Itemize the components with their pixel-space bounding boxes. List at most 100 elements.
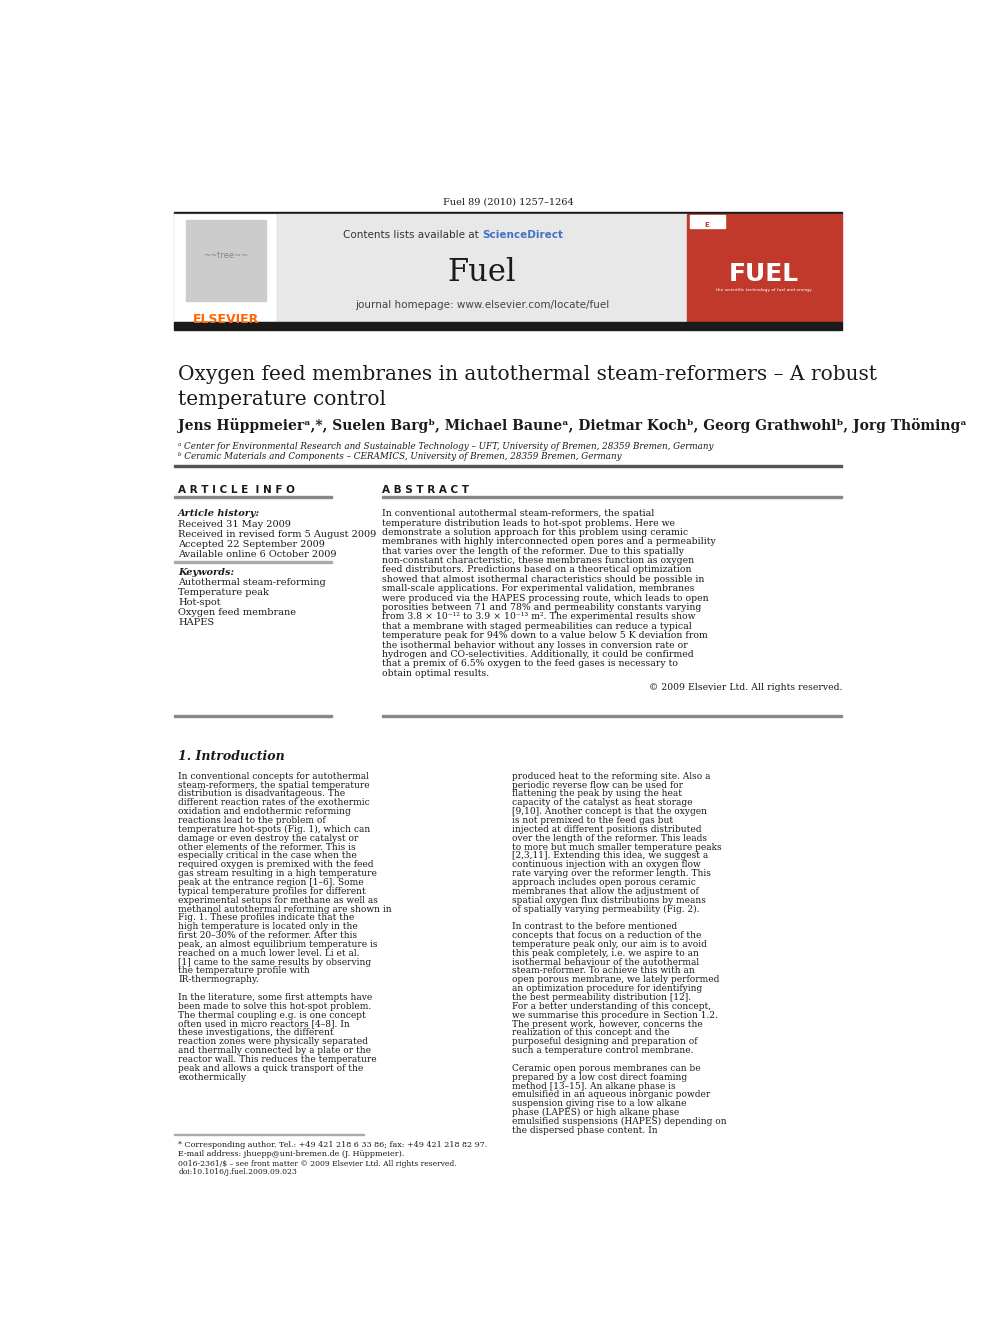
Text: we summarise this procedure in Section 1.2.: we summarise this procedure in Section 1… xyxy=(512,1011,717,1020)
Text: FUEL: FUEL xyxy=(729,262,800,286)
Text: Fuel: Fuel xyxy=(447,257,517,288)
Text: capacity of the catalyst as heat storage: capacity of the catalyst as heat storage xyxy=(512,798,692,807)
Text: Contents lists available at: Contents lists available at xyxy=(343,230,482,239)
Text: Fig. 1. These profiles indicate that the: Fig. 1. These profiles indicate that the xyxy=(179,913,354,922)
Text: Fuel 89 (2010) 1257–1264: Fuel 89 (2010) 1257–1264 xyxy=(443,197,573,206)
Text: required oxygen is premixed with the feed: required oxygen is premixed with the fee… xyxy=(179,860,374,869)
Bar xyxy=(175,1134,364,1135)
Text: Received in revised form 5 August 2009: Received in revised form 5 August 2009 xyxy=(179,531,377,538)
Text: journal homepage: www.elsevier.com/locate/fuel: journal homepage: www.elsevier.com/locat… xyxy=(355,300,609,310)
Text: especially critical in the case when the: especially critical in the case when the xyxy=(179,852,357,860)
Text: method [13–15]. An alkane phase is: method [13–15]. An alkane phase is xyxy=(512,1082,676,1090)
Text: In conventional concepts for autothermal: In conventional concepts for autothermal xyxy=(179,771,369,781)
Text: often used in micro reactors [4–8]. In: often used in micro reactors [4–8]. In xyxy=(179,1020,350,1028)
Text: to more but much smaller temperature peaks: to more but much smaller temperature pea… xyxy=(512,843,721,852)
Bar xyxy=(382,716,842,717)
Text: emulsified suspensions (HAPES) depending on: emulsified suspensions (HAPES) depending… xyxy=(512,1117,726,1126)
Text: open porous membrane, we lately performed: open porous membrane, we lately performe… xyxy=(512,975,719,984)
Text: 0016-2361/$ – see front matter © 2009 Elsevier Ltd. All rights reserved.: 0016-2361/$ – see front matter © 2009 El… xyxy=(179,1160,457,1168)
Text: different reaction rates of the exothermic: different reaction rates of the exotherm… xyxy=(179,798,370,807)
Text: the temperature profile with: the temperature profile with xyxy=(179,967,310,975)
Bar xyxy=(175,214,278,321)
Text: [1] came to the same results by observing: [1] came to the same results by observin… xyxy=(179,958,371,967)
Text: other elements of the reformer. This is: other elements of the reformer. This is xyxy=(179,843,356,852)
Text: [2,3,11]. Extending this idea, we suggest a: [2,3,11]. Extending this idea, we sugges… xyxy=(512,852,707,860)
Bar xyxy=(382,496,842,497)
Text: were produced via the HAPES processing route, which leads to open: were produced via the HAPES processing r… xyxy=(382,594,708,603)
Text: these investigations, the different: these investigations, the different xyxy=(179,1028,334,1037)
Text: The present work, however, concerns the: The present work, however, concerns the xyxy=(512,1020,702,1028)
Text: flattening the peak by using the heat: flattening the peak by using the heat xyxy=(512,790,682,798)
Text: small-scale applications. For experimental validation, membranes: small-scale applications. For experiment… xyxy=(382,585,694,593)
Text: experimental setups for methane as well as: experimental setups for methane as well … xyxy=(179,896,378,905)
Text: E-mail address: jhuepp@uni-bremen.de (J. Hüppmeier).: E-mail address: jhuepp@uni-bremen.de (J.… xyxy=(179,1150,405,1158)
Text: temperature control: temperature control xyxy=(179,390,386,409)
Text: Oxygen feed membrane: Oxygen feed membrane xyxy=(179,607,297,617)
Text: A B S T R A C T: A B S T R A C T xyxy=(382,486,469,495)
Text: In the literature, some first attempts have: In the literature, some first attempts h… xyxy=(179,994,373,1002)
Text: ~~tree~~: ~~tree~~ xyxy=(203,250,248,259)
Bar xyxy=(175,716,331,717)
Bar xyxy=(689,214,724,228)
Text: injected at different positions distributed: injected at different positions distribu… xyxy=(512,824,701,833)
Text: 1. Introduction: 1. Introduction xyxy=(179,750,285,763)
Text: E: E xyxy=(704,222,709,228)
Text: membranes that allow the adjustment of: membranes that allow the adjustment of xyxy=(512,886,698,896)
Text: reactions lead to the problem of: reactions lead to the problem of xyxy=(179,816,326,826)
Text: ScienceDirect: ScienceDirect xyxy=(482,230,563,239)
Text: [9,10]. Another concept is that the oxygen: [9,10]. Another concept is that the oxyg… xyxy=(512,807,706,816)
Bar xyxy=(175,466,842,467)
Text: obtain optimal results.: obtain optimal results. xyxy=(382,669,489,677)
Text: showed that almost isothermal characteristics should be possible in: showed that almost isothermal characteri… xyxy=(382,576,704,583)
Text: peak and allows a quick transport of the: peak and allows a quick transport of the xyxy=(179,1064,363,1073)
Text: approach includes open porous ceramic: approach includes open porous ceramic xyxy=(512,878,695,886)
Text: phase (LAPES) or high alkane phase: phase (LAPES) or high alkane phase xyxy=(512,1109,679,1118)
Text: that varies over the length of the reformer. Due to this spatially: that varies over the length of the refor… xyxy=(382,546,684,556)
Bar xyxy=(175,321,842,329)
Text: is not premixed to the feed gas but: is not premixed to the feed gas but xyxy=(512,816,673,826)
Text: ᵇ Ceramic Materials and Components – CERAMICS, University of Bremen, 28359 Breme: ᵇ Ceramic Materials and Components – CER… xyxy=(179,452,622,462)
Text: demonstrate a solution approach for this problem using ceramic: demonstrate a solution approach for this… xyxy=(382,528,688,537)
Bar xyxy=(175,561,331,564)
Text: from 3.8 × 10⁻¹² to 3.9 × 10⁻¹³ m². The experimental results show: from 3.8 × 10⁻¹² to 3.9 × 10⁻¹³ m². The … xyxy=(382,613,695,622)
Text: produced heat to the reforming site. Also a: produced heat to the reforming site. Als… xyxy=(512,771,710,781)
Text: Ceramic open porous membranes can be: Ceramic open porous membranes can be xyxy=(512,1064,700,1073)
Text: continuous injection with an oxygen flow: continuous injection with an oxygen flow xyxy=(512,860,700,869)
Text: For a better understanding of this concept,: For a better understanding of this conce… xyxy=(512,1002,710,1011)
Text: reaction zones were physically separated: reaction zones were physically separated xyxy=(179,1037,368,1046)
Text: gas stream resulting in a high temperature: gas stream resulting in a high temperatu… xyxy=(179,869,377,878)
Text: prepared by a low cost direct foaming: prepared by a low cost direct foaming xyxy=(512,1073,686,1082)
Text: Hot-spot: Hot-spot xyxy=(179,598,221,607)
Text: peak at the entrance region [1–6]. Some: peak at the entrance region [1–6]. Some xyxy=(179,878,364,886)
Text: damage or even destroy the catalyst or: damage or even destroy the catalyst or xyxy=(179,833,359,843)
Text: rate varying over the reformer length. This: rate varying over the reformer length. T… xyxy=(512,869,710,878)
Text: feed distributors. Predictions based on a theoretical optimization: feed distributors. Predictions based on … xyxy=(382,565,691,574)
Text: exothermically: exothermically xyxy=(179,1073,246,1082)
Text: an optimization procedure for identifying: an optimization procedure for identifyin… xyxy=(512,984,701,994)
Text: Autothermal steam-reforming: Autothermal steam-reforming xyxy=(179,578,326,586)
Text: the dispersed phase content. In: the dispersed phase content. In xyxy=(512,1126,657,1135)
Text: Received 31 May 2009: Received 31 May 2009 xyxy=(179,520,291,529)
Text: porosities between 71 and 78% and permeability constants varying: porosities between 71 and 78% and permea… xyxy=(382,603,701,613)
Text: steam-reformers, the spatial temperature: steam-reformers, the spatial temperature xyxy=(179,781,370,790)
Text: of spatially varying permeability (Fig. 2).: of spatially varying permeability (Fig. … xyxy=(512,905,699,914)
Text: first 20–30% of the reformer. After this: first 20–30% of the reformer. After this xyxy=(179,931,357,941)
Text: reached on a much lower level. Li et al.: reached on a much lower level. Li et al. xyxy=(179,949,360,958)
Text: and thermally connected by a plate or the: and thermally connected by a plate or th… xyxy=(179,1046,371,1056)
Text: Keywords:: Keywords: xyxy=(179,568,234,577)
Text: temperature peak for 94% down to a value below 5 K deviation from: temperature peak for 94% down to a value… xyxy=(382,631,708,640)
Text: isothermal behaviour of the autothermal: isothermal behaviour of the autothermal xyxy=(512,958,698,967)
Text: concepts that focus on a reduction of the: concepts that focus on a reduction of th… xyxy=(512,931,701,941)
Text: high temperature is located only in the: high temperature is located only in the xyxy=(179,922,358,931)
Text: HAPES: HAPES xyxy=(179,618,214,627)
Text: temperature hot-spots (Fig. 1), which can: temperature hot-spots (Fig. 1), which ca… xyxy=(179,824,370,833)
Text: peak, an almost equilibrium temperature is: peak, an almost equilibrium temperature … xyxy=(179,939,378,949)
Text: In conventional autothermal steam-reformers, the spatial: In conventional autothermal steam-reform… xyxy=(382,509,655,519)
Text: © 2009 Elsevier Ltd. All rights reserved.: © 2009 Elsevier Ltd. All rights reserved… xyxy=(649,683,842,692)
Text: Accepted 22 September 2009: Accepted 22 September 2009 xyxy=(179,540,325,549)
Text: purposeful designing and preparation of: purposeful designing and preparation of xyxy=(512,1037,697,1046)
Text: membranes with highly interconnected open pores and a permeability: membranes with highly interconnected ope… xyxy=(382,537,716,546)
Text: Jens Hüppmeierᵃ,*, Suelen Bargᵇ, Michael Bauneᵃ, Dietmar Kochᵇ, Georg Grathwohlᵇ: Jens Hüppmeierᵃ,*, Suelen Bargᵇ, Michael… xyxy=(179,418,967,433)
Text: spatial oxygen flux distributions by means: spatial oxygen flux distributions by mea… xyxy=(512,896,705,905)
Text: that a membrane with staged permeabilities can reduce a typical: that a membrane with staged permeabiliti… xyxy=(382,622,692,631)
